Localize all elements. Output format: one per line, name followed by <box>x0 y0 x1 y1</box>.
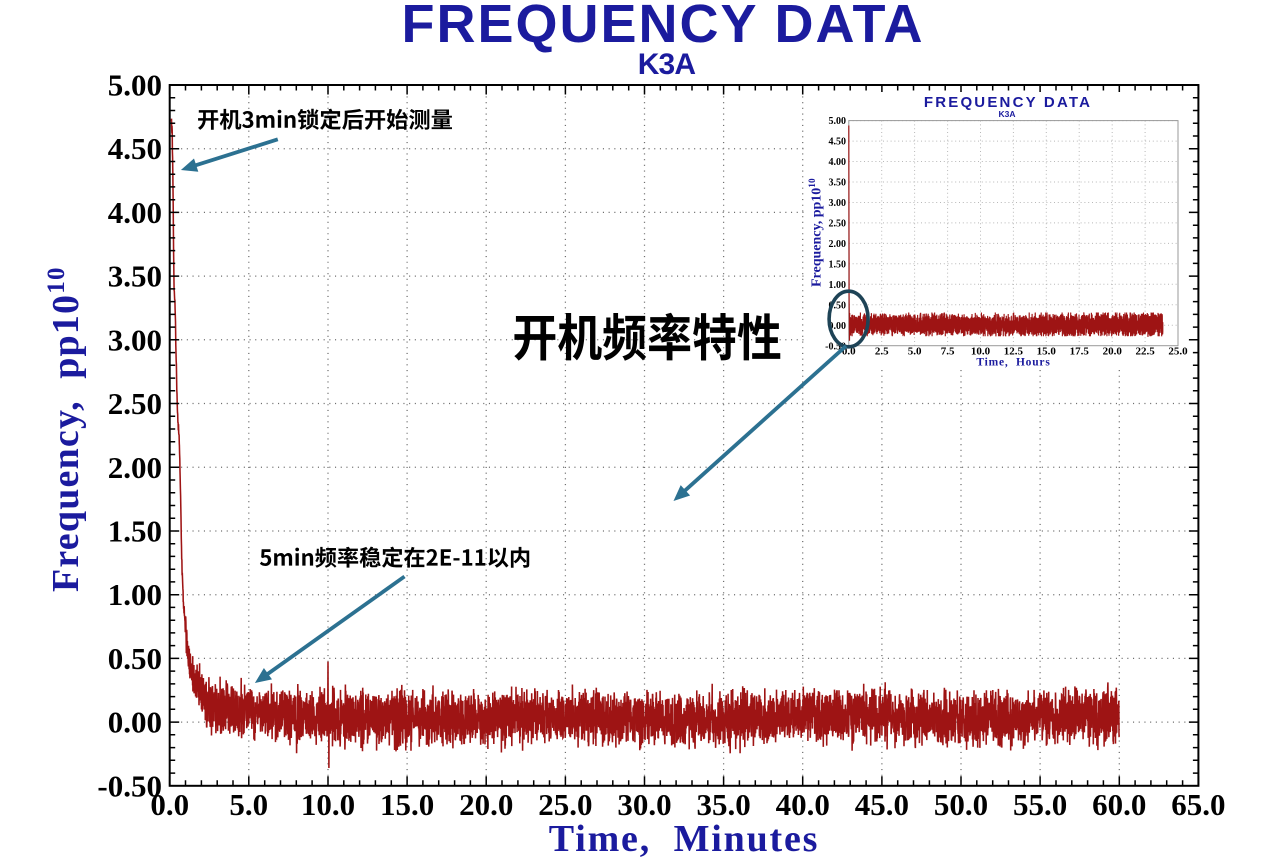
svg-text:15.0: 15.0 <box>380 787 434 822</box>
svg-text:5.0: 5.0 <box>908 345 922 357</box>
svg-text:35.0: 35.0 <box>696 787 750 822</box>
svg-text:1.50: 1.50 <box>829 259 847 270</box>
svg-text:17.5: 17.5 <box>1070 345 1090 357</box>
svg-text:3.50: 3.50 <box>829 178 847 189</box>
svg-text:25.0: 25.0 <box>538 787 592 822</box>
svg-text:3.00: 3.00 <box>829 198 847 209</box>
svg-text:K3A: K3A <box>998 109 1015 119</box>
svg-text:2.5: 2.5 <box>875 345 889 357</box>
svg-text:65.0: 65.0 <box>1171 787 1225 822</box>
svg-text:FREQUENCY DATA: FREQUENCY DATA <box>401 0 924 54</box>
svg-text:K3A: K3A <box>638 48 696 81</box>
svg-text:Frequency, pp1010: Frequency, pp1010 <box>43 266 87 592</box>
svg-text:2.50: 2.50 <box>829 219 847 230</box>
svg-text:Frequency, pp1010: Frequency, pp1010 <box>808 178 825 287</box>
svg-text:1.50: 1.50 <box>108 514 162 549</box>
svg-text:22.5: 22.5 <box>1135 345 1155 357</box>
svg-text:1.00: 1.00 <box>829 280 847 291</box>
svg-text:3.50: 3.50 <box>108 259 162 294</box>
svg-text:50.0: 50.0 <box>934 787 988 822</box>
svg-text:-0.50: -0.50 <box>825 341 846 352</box>
svg-text:30.0: 30.0 <box>617 787 671 822</box>
svg-text:FREQUENCY DATA: FREQUENCY DATA <box>924 94 1092 111</box>
svg-text:5.00: 5.00 <box>829 116 847 127</box>
svg-text:5.00: 5.00 <box>108 68 162 103</box>
svg-text:25.0: 25.0 <box>1168 345 1188 357</box>
svg-text:1.00: 1.00 <box>108 577 162 612</box>
svg-text:15.0: 15.0 <box>1037 345 1057 357</box>
svg-text:3.00: 3.00 <box>108 322 162 357</box>
svg-text:10.0: 10.0 <box>971 345 991 357</box>
svg-text:20.0: 20.0 <box>1103 345 1123 357</box>
svg-text:60.0: 60.0 <box>1092 787 1146 822</box>
svg-text:2.50: 2.50 <box>108 386 162 421</box>
svg-text:55.0: 55.0 <box>1013 787 1067 822</box>
svg-text:4.00: 4.00 <box>829 157 847 168</box>
svg-text:-0.50: -0.50 <box>97 768 162 803</box>
svg-text:0.0: 0.0 <box>150 787 189 822</box>
svg-text:4.50: 4.50 <box>108 131 162 166</box>
svg-text:0.50: 0.50 <box>108 641 162 676</box>
svg-text:2.00: 2.00 <box>108 450 162 485</box>
svg-text:45.0: 45.0 <box>855 787 909 822</box>
svg-text:0.50: 0.50 <box>829 300 847 311</box>
svg-text:40.0: 40.0 <box>776 787 830 822</box>
svg-text:Time, Minutes: Time, Minutes <box>549 818 819 860</box>
svg-text:20.0: 20.0 <box>459 787 513 822</box>
svg-text:10.0: 10.0 <box>301 787 355 822</box>
svg-text:0.00: 0.00 <box>829 321 847 332</box>
svg-text:12.5: 12.5 <box>1004 345 1024 357</box>
svg-text:4.00: 4.00 <box>108 195 162 230</box>
svg-text:Time, Hours: Time, Hours <box>976 357 1050 369</box>
svg-text:4.50: 4.50 <box>829 137 847 148</box>
svg-text:7.5: 7.5 <box>941 345 955 357</box>
svg-text:2.00: 2.00 <box>829 239 847 250</box>
svg-text:5.0: 5.0 <box>229 787 268 822</box>
svg-text:0.00: 0.00 <box>108 705 162 740</box>
